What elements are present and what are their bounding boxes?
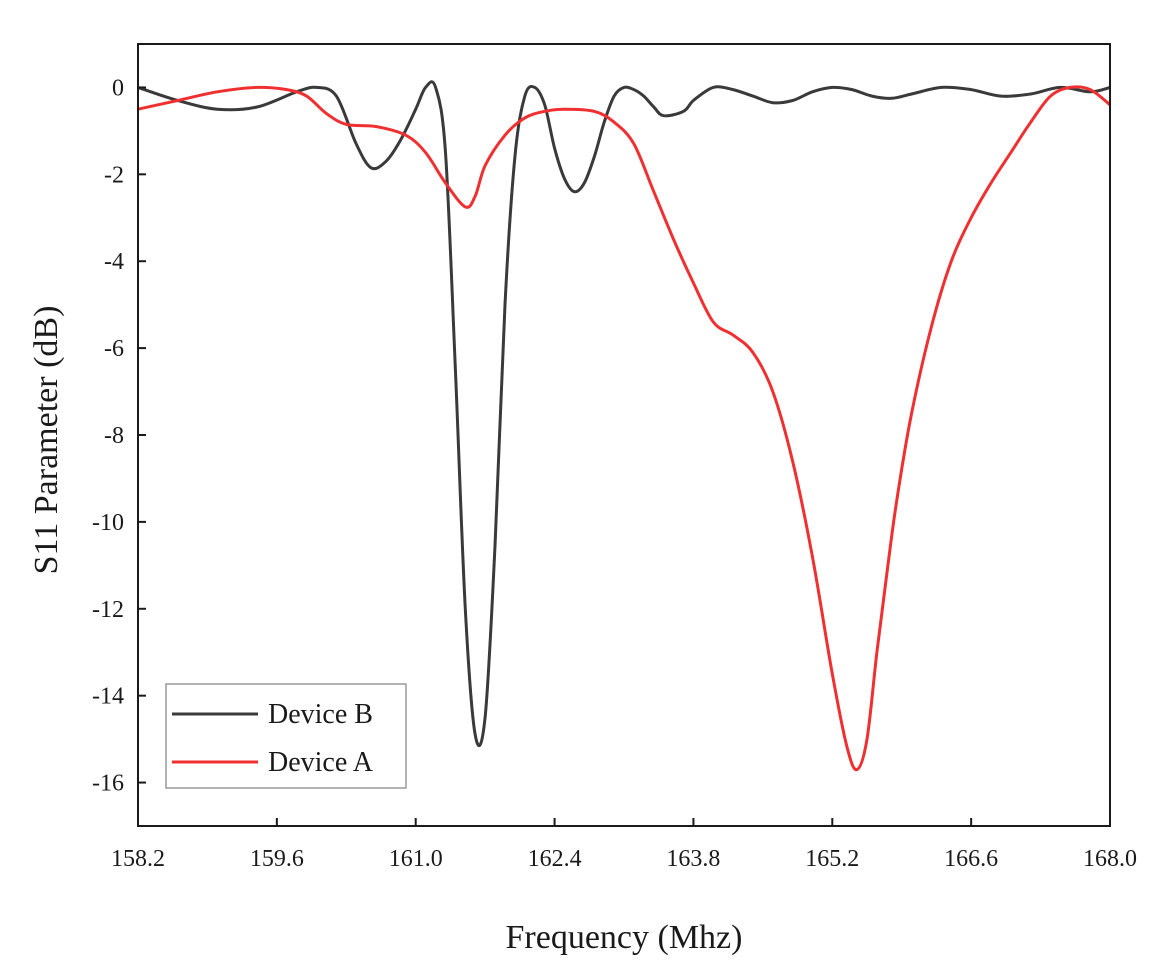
legend-box bbox=[165, 683, 407, 789]
y-axis-title: S11 Parameter (dB) bbox=[28, 306, 65, 575]
x-tick-label: 162.4 bbox=[528, 846, 582, 872]
x-tick-label: 161.0 bbox=[389, 846, 443, 872]
x-tick-label: 158.2 bbox=[111, 846, 165, 872]
x-tick-label: 165.2 bbox=[805, 846, 859, 872]
x-axis-title: Frequency (Mhz) bbox=[506, 919, 743, 956]
y-tick-label: -6 bbox=[104, 336, 124, 362]
x-axis-ticks: 158.2 159.6 161.0 162.4 163.8 165.2 166.6 168.0 bbox=[111, 818, 1137, 872]
x-tick-label: 166.6 bbox=[944, 846, 998, 872]
x-tick-label: 168.0 bbox=[1083, 846, 1137, 872]
y-tick-label: -14 bbox=[92, 684, 124, 710]
legend: Device B Device A bbox=[165, 683, 407, 789]
y-tick-label: -12 bbox=[92, 597, 124, 623]
series-device-a-group bbox=[137, 85, 1111, 772]
series-line-device-b bbox=[137, 80, 1111, 748]
y-tick-label: -16 bbox=[92, 771, 124, 797]
series-device-b-group bbox=[137, 80, 1111, 748]
x-tick-label: 163.8 bbox=[666, 846, 720, 872]
y-tick-label: -2 bbox=[104, 162, 124, 188]
x-tick-label: 159.6 bbox=[250, 846, 304, 872]
series-line-device-a bbox=[137, 85, 1111, 772]
legend-label-device-b: Device B bbox=[268, 699, 373, 730]
legend-label-device-a: Device A bbox=[268, 747, 374, 778]
y-tick-label: -4 bbox=[104, 249, 124, 275]
y-tick-label: -10 bbox=[92, 510, 124, 536]
y-tick-label: -8 bbox=[104, 423, 124, 449]
y-axis-ticks: 0 -2 -4 -6 -8 -10 -12 -14 -16 bbox=[92, 75, 146, 797]
y-tick-label: 0 bbox=[112, 75, 124, 101]
